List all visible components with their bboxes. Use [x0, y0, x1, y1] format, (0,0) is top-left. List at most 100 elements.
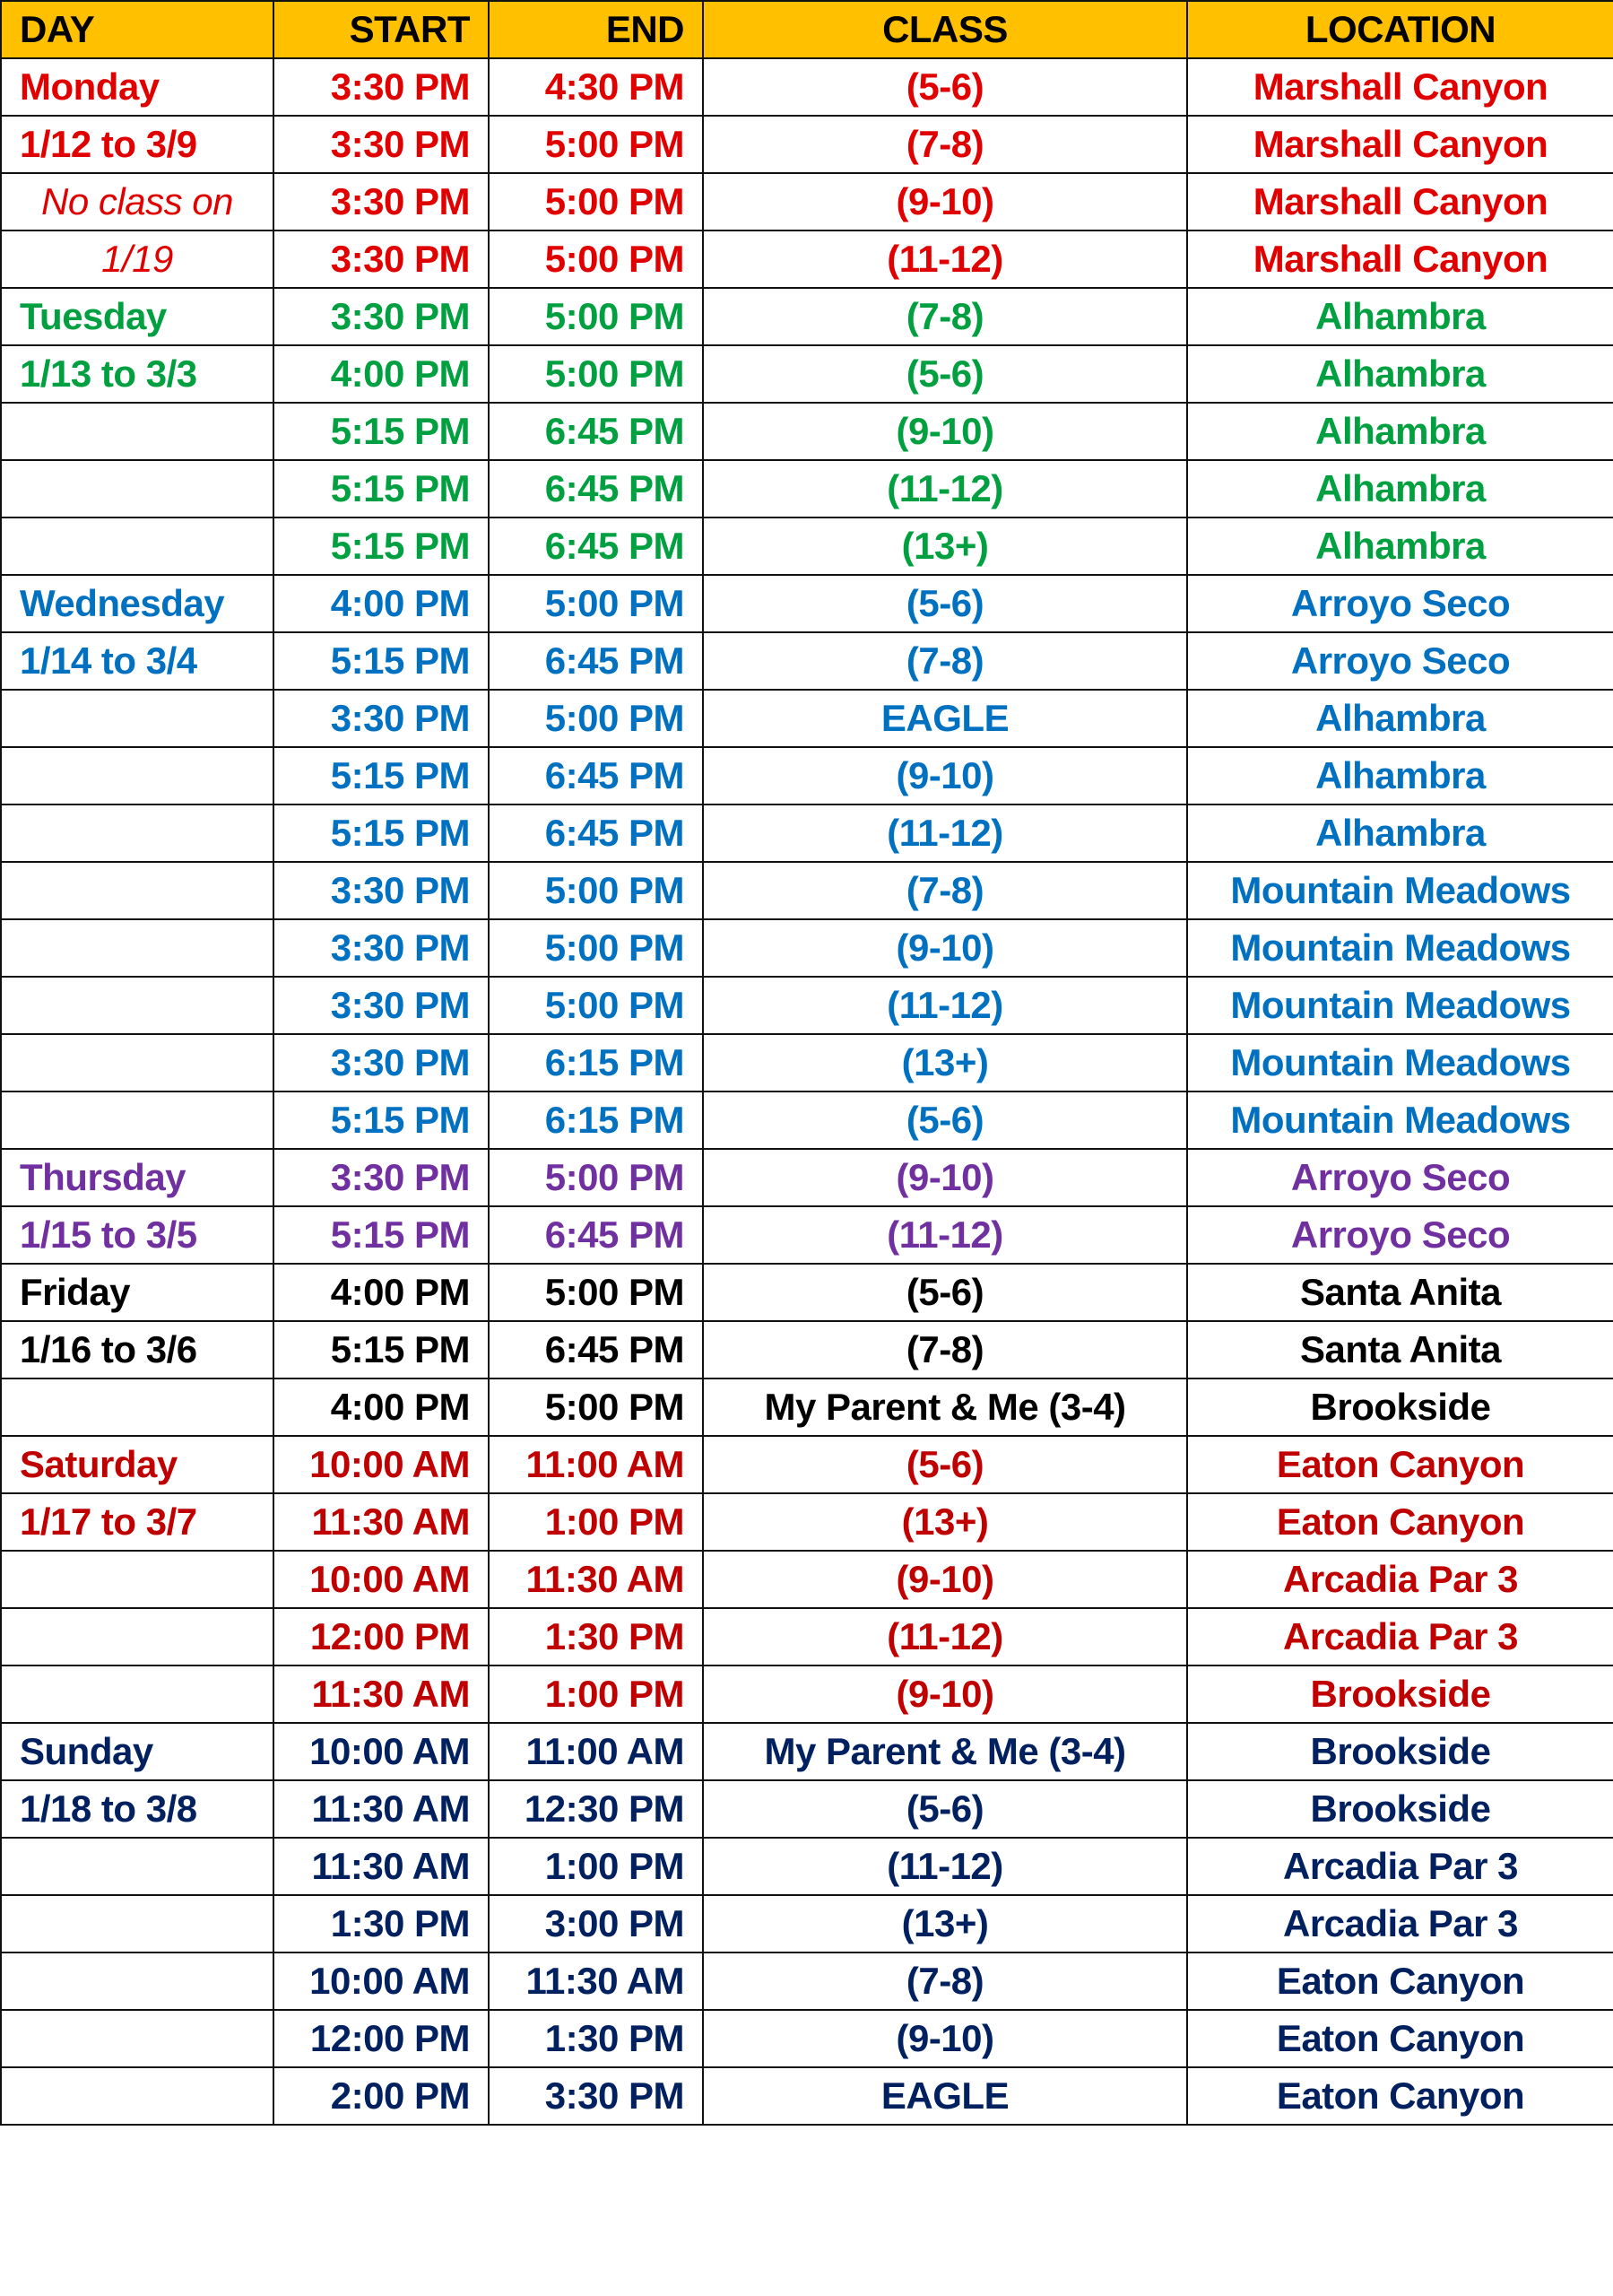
end-time-cell: 5:00 PM — [488, 230, 704, 289]
class-cell: (7-8) — [702, 631, 1188, 691]
location-cell: Eaton Canyon — [1186, 1952, 1613, 2011]
class-cell: (7-8) — [702, 861, 1188, 920]
table-row: 5:15 PM 6:45 PM (11-12) Alhambra — [0, 459, 1613, 518]
table-row: Tuesday 3:30 PM 5:00 PM (7-8) Alhambra — [0, 287, 1613, 346]
class-cell: (13+) — [702, 1894, 1188, 1953]
start-time-cell: 5:15 PM — [273, 631, 490, 691]
start-time-cell: 10:00 AM — [273, 1722, 490, 1781]
table-row: Wednesday 4:00 PM 5:00 PM (5-6) Arroyo Seco — [0, 574, 1613, 633]
class-cell: (9-10) — [702, 1550, 1188, 1609]
day-cell — [0, 2066, 274, 2126]
header-day: DAY — [0, 0, 274, 59]
location-cell: Mountain Meadows — [1186, 918, 1613, 978]
location-cell: Arroyo Seco — [1186, 1205, 1613, 1265]
location-cell: Alhambra — [1186, 402, 1613, 461]
day-cell: Tuesday — [0, 287, 274, 346]
location-cell: Marshall Canyon — [1186, 172, 1613, 231]
class-cell: (11-12) — [702, 459, 1188, 518]
header-start: START — [273, 0, 490, 59]
location-cell: Mountain Meadows — [1186, 1091, 1613, 1150]
day-cell — [0, 1378, 274, 1437]
start-time-cell: 3:30 PM — [273, 1033, 490, 1092]
table-row: 1:30 PM 3:00 PM (13+) Arcadia Par 3 — [0, 1894, 1613, 1953]
day-cell: 1/14 to 3/4 — [0, 631, 274, 691]
day-cell: Sunday — [0, 1722, 274, 1781]
start-time-cell: 3:30 PM — [273, 172, 490, 231]
end-time-cell: 1:30 PM — [488, 1607, 704, 1666]
start-time-cell: 4:00 PM — [273, 344, 490, 404]
end-time-cell: 6:45 PM — [488, 517, 704, 576]
day-cell: Saturday — [0, 1435, 274, 1494]
start-time-cell: 5:15 PM — [273, 459, 490, 518]
class-cell: (9-10) — [702, 1665, 1188, 1724]
location-cell: Alhambra — [1186, 459, 1613, 518]
start-time-cell: 4:00 PM — [273, 1378, 490, 1437]
start-time-cell: 11:30 AM — [273, 1779, 490, 1839]
start-time-cell: 3:30 PM — [273, 230, 490, 289]
location-cell: Brookside — [1186, 1665, 1613, 1724]
class-cell: (9-10) — [702, 172, 1188, 231]
end-time-cell: 1:30 PM — [488, 2009, 704, 2068]
end-time-cell: 6:45 PM — [488, 459, 704, 518]
start-time-cell: 2:00 PM — [273, 2066, 490, 2126]
end-time-cell: 11:00 AM — [488, 1722, 704, 1781]
location-cell: Arroyo Seco — [1186, 1148, 1613, 1207]
location-cell: Eaton Canyon — [1186, 2066, 1613, 2126]
day-cell — [0, 2009, 274, 2068]
table-row: 12:00 PM 1:30 PM (9-10) Eaton Canyon — [0, 2009, 1613, 2068]
table-row: 3:30 PM 5:00 PM (11-12) Mountain Meadows — [0, 976, 1613, 1035]
class-cell: (7-8) — [702, 287, 1188, 346]
location-cell: Marshall Canyon — [1186, 115, 1613, 174]
start-time-cell: 10:00 AM — [273, 1435, 490, 1494]
class-cell: (11-12) — [702, 804, 1188, 863]
location-cell: Mountain Meadows — [1186, 1033, 1613, 1092]
class-cell: (11-12) — [702, 230, 1188, 289]
class-cell: (7-8) — [702, 1952, 1188, 2011]
table-row: 1/19 3:30 PM 5:00 PM (11-12) Marshall Canyon — [0, 230, 1613, 289]
class-cell: (7-8) — [702, 115, 1188, 174]
location-cell: Arcadia Par 3 — [1186, 1550, 1613, 1609]
location-cell: Santa Anita — [1186, 1320, 1613, 1379]
table-row: 10:00 AM 11:30 AM (7-8) Eaton Canyon — [0, 1952, 1613, 2011]
table-row: No class on 3:30 PM 5:00 PM (9-10) Marshall … — [0, 172, 1613, 231]
class-cell: (5-6) — [702, 344, 1188, 404]
class-cell: (5-6) — [702, 574, 1188, 633]
end-time-cell: 3:30 PM — [488, 2066, 704, 2126]
header-location: LOCATION — [1186, 0, 1613, 59]
day-cell — [0, 1952, 274, 2011]
day-cell — [0, 1837, 274, 1896]
end-time-cell: 5:00 PM — [488, 689, 704, 748]
class-cell: My Parent & Me (3-4) — [702, 1722, 1188, 1781]
end-time-cell: 5:00 PM — [488, 1148, 704, 1207]
day-cell — [0, 804, 274, 863]
start-time-cell: 5:15 PM — [273, 1091, 490, 1150]
class-schedule-table: DAY START END CLASS LOCATION Monday 3:30 … — [0, 0, 1613, 2126]
day-cell: 1/18 to 3/8 — [0, 1779, 274, 1839]
day-cell — [0, 1607, 274, 1666]
location-cell: Brookside — [1186, 1779, 1613, 1839]
end-time-cell: 5:00 PM — [488, 1263, 704, 1322]
header-row: DAY START END CLASS LOCATION — [0, 0, 1613, 59]
end-time-cell: 5:00 PM — [488, 172, 704, 231]
day-cell — [0, 459, 274, 518]
table-row: Friday 4:00 PM 5:00 PM (5-6) Santa Anita — [0, 1263, 1613, 1322]
table-row: 5:15 PM 6:45 PM (13+) Alhambra — [0, 517, 1613, 576]
start-time-cell: 3:30 PM — [273, 57, 490, 117]
location-cell: Eaton Canyon — [1186, 2009, 1613, 2068]
end-time-cell: 1:00 PM — [488, 1837, 704, 1896]
start-time-cell: 12:00 PM — [273, 1607, 490, 1666]
location-cell: Eaton Canyon — [1186, 1435, 1613, 1494]
day-cell — [0, 517, 274, 576]
location-cell: Eaton Canyon — [1186, 1492, 1613, 1552]
start-time-cell: 5:15 PM — [273, 1205, 490, 1265]
table-row: Sunday 10:00 AM 11:00 AM My Parent & Me (3-… — [0, 1722, 1613, 1781]
end-time-cell: 1:00 PM — [488, 1665, 704, 1724]
location-cell: Arroyo Seco — [1186, 631, 1613, 691]
day-cell — [0, 1550, 274, 1609]
class-cell: (9-10) — [702, 2009, 1188, 2068]
day-cell — [0, 746, 274, 805]
end-time-cell: 6:45 PM — [488, 1320, 704, 1379]
table-row: 3:30 PM 5:00 PM (9-10) Mountain Meadows — [0, 918, 1613, 978]
table-row: 10:00 AM 11:30 AM (9-10) Arcadia Par 3 — [0, 1550, 1613, 1609]
location-cell: Mountain Meadows — [1186, 861, 1613, 920]
